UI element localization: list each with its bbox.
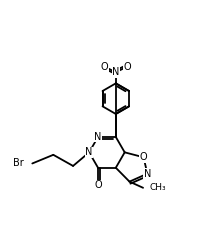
- Text: N: N: [85, 147, 93, 157]
- Text: N: N: [112, 67, 119, 77]
- Text: O: O: [101, 62, 108, 72]
- Text: CH₃: CH₃: [150, 183, 167, 192]
- Text: O: O: [123, 62, 131, 72]
- Text: Br: Br: [13, 159, 24, 169]
- Text: O: O: [140, 152, 147, 162]
- Text: O: O: [94, 180, 102, 190]
- Text: N: N: [94, 132, 102, 142]
- Text: N: N: [144, 169, 151, 179]
